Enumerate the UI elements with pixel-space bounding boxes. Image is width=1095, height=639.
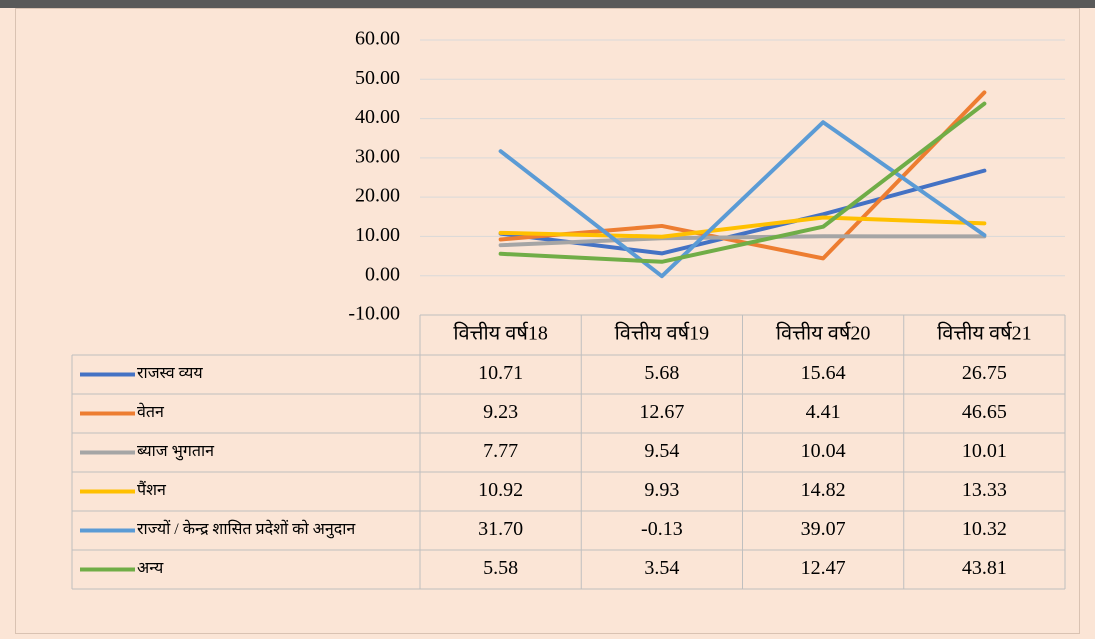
title-bar <box>0 0 1095 8</box>
series-line <box>498 120 987 279</box>
table-value: 10.04 <box>801 440 846 462</box>
table-value: 12.67 <box>639 401 684 423</box>
table-value: 9.54 <box>644 440 679 462</box>
series-line <box>498 90 987 261</box>
x-tick-label: वित्तीय वर्ष20 <box>776 322 871 345</box>
legend-label: वेतन <box>137 402 165 421</box>
y-tick-label: 50.00 <box>355 67 400 89</box>
table-value: 26.75 <box>962 362 1007 384</box>
y-tick-label: 40.00 <box>355 106 400 128</box>
table-value: 46.65 <box>962 401 1007 423</box>
table-value: 9.93 <box>644 479 679 501</box>
table-value: -0.13 <box>641 518 683 540</box>
table-value: 4.41 <box>806 401 841 423</box>
table-value: 5.58 <box>483 557 518 579</box>
legend-label: राजस्व व्यय <box>137 365 203 382</box>
table-value: 14.82 <box>801 479 846 501</box>
table-value: 10.01 <box>962 440 1007 462</box>
table-value: 31.70 <box>478 518 523 540</box>
y-tick-label: 20.00 <box>355 185 400 207</box>
table-value: 39.07 <box>801 518 846 540</box>
y-tick-label: 30.00 <box>355 145 400 167</box>
x-tick-label: वित्तीय वर्ष21 <box>937 322 1032 345</box>
table-value: 7.77 <box>483 440 518 462</box>
y-tick-label: 60.00 <box>355 28 400 50</box>
series-line <box>498 215 987 239</box>
legend-label: राज्यों / केन्द्र शासित प्रदेशों को अनुद… <box>137 519 356 539</box>
x-tick-label: वित्तीय वर्ष19 <box>615 322 710 345</box>
series-line <box>498 101 987 264</box>
table-value: 9.23 <box>483 401 518 423</box>
legend-label: ब्याज भुगतान <box>137 443 215 461</box>
table-value: 3.54 <box>644 557 679 579</box>
table-value: 10.71 <box>478 362 523 384</box>
table-value: 15.64 <box>801 362 846 384</box>
legend-label: अन्य <box>137 560 164 577</box>
table-value: 10.92 <box>478 479 523 501</box>
table-value: 13.33 <box>962 479 1007 501</box>
y-tick-label: 0.00 <box>365 263 400 285</box>
table-value: 10.32 <box>962 518 1007 540</box>
table-value: 12.47 <box>801 557 846 579</box>
x-tick-label: वित्तीय वर्ष18 <box>453 322 548 345</box>
series-line <box>498 234 987 248</box>
table-value: 5.68 <box>644 362 679 384</box>
legend-label: पैंशन <box>137 480 167 499</box>
table-value: 43.81 <box>962 557 1007 579</box>
y-tick-label: -10.00 <box>348 303 400 325</box>
y-tick-label: 10.00 <box>355 224 400 246</box>
